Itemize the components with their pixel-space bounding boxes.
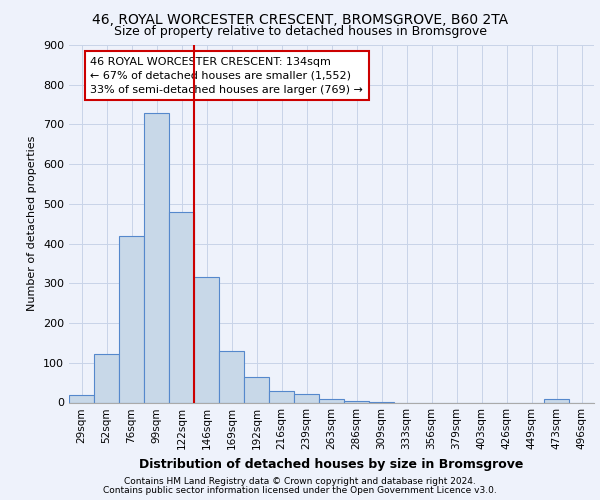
- Bar: [244, 378, 269, 402]
- Text: 46, ROYAL WORCESTER CRESCENT, BROMSGROVE, B60 2TA: 46, ROYAL WORCESTER CRESCENT, BROMSGROVE…: [92, 12, 508, 26]
- Bar: [69, 396, 94, 402]
- Bar: [219, 351, 244, 403]
- Bar: [544, 400, 569, 402]
- Text: 46 ROYAL WORCESTER CRESCENT: 134sqm
← 67% of detached houses are smaller (1,552): 46 ROYAL WORCESTER CRESCENT: 134sqm ← 67…: [90, 57, 363, 95]
- Bar: [144, 112, 169, 403]
- Text: Size of property relative to detached houses in Bromsgrove: Size of property relative to detached ho…: [113, 25, 487, 38]
- Bar: [344, 400, 369, 402]
- Bar: [119, 236, 144, 402]
- Bar: [319, 398, 344, 402]
- Text: Contains HM Land Registry data © Crown copyright and database right 2024.: Contains HM Land Registry data © Crown c…: [124, 477, 476, 486]
- Text: Contains public sector information licensed under the Open Government Licence v3: Contains public sector information licen…: [103, 486, 497, 495]
- Bar: [169, 212, 194, 402]
- Y-axis label: Number of detached properties: Number of detached properties: [28, 136, 37, 312]
- X-axis label: Distribution of detached houses by size in Bromsgrove: Distribution of detached houses by size …: [139, 458, 524, 471]
- Bar: [94, 354, 119, 403]
- Bar: [194, 278, 219, 402]
- Bar: [294, 394, 319, 402]
- Bar: [269, 392, 294, 402]
